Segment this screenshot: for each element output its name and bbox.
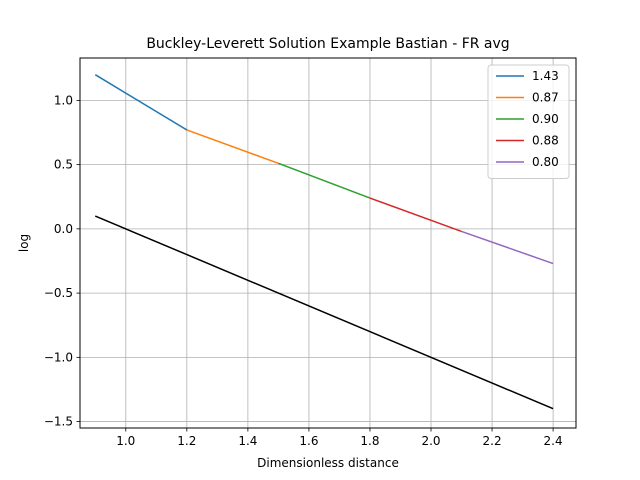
x-tick-label: 1.0 [116, 434, 135, 448]
legend-label: 0.80 [532, 155, 559, 169]
x-tick-label: 1.8 [360, 434, 379, 448]
y-tick-label: 1.0 [54, 93, 73, 107]
y-axis-label: log [17, 234, 31, 252]
x-axis-label: Dimensionless distance [257, 456, 399, 470]
x-tick-label: 1.6 [299, 434, 318, 448]
chart-title: Buckley-Leverett Solution Example Bastia… [146, 36, 509, 52]
series-line-1 [186, 129, 279, 165]
y-tick-label: 0.0 [54, 222, 73, 236]
legend-label: 0.90 [532, 112, 559, 126]
series-line-3 [369, 197, 462, 233]
x-tick-label: 2.2 [483, 434, 502, 448]
y-tick-label: −0.5 [44, 286, 73, 300]
grid [80, 58, 576, 428]
legend-box [487, 64, 570, 179]
series-line-4 [461, 230, 554, 265]
ticks: 1.0 1.2 1.4 1.6 1.8 2.0 2.2 2.4 −1.5 −1.0 −0.5 0.0 0… [44, 93, 563, 448]
x-tick-label: 1.2 [177, 434, 196, 448]
plot-frame [79, 57, 577, 429]
y-tick-label: −1.5 [44, 415, 73, 429]
legend-label: 1.43 [532, 69, 559, 83]
reference-line [94, 215, 554, 410]
legend-label: 0.87 [532, 91, 559, 105]
x-tick-label: 1.4 [238, 434, 257, 448]
legend-label: 0.88 [532, 134, 559, 148]
lines [94, 74, 554, 410]
x-tick-label: 2.4 [544, 434, 563, 448]
y-tick-label: 0.5 [54, 158, 73, 172]
y-tick-label: −1.0 [44, 350, 73, 364]
series-line-2 [278, 162, 371, 199]
x-tick-label: 2.0 [421, 434, 440, 448]
legend: 1.43 0.87 0.90 0.88 0.80 [487, 64, 570, 179]
series-line-0 [94, 74, 188, 131]
